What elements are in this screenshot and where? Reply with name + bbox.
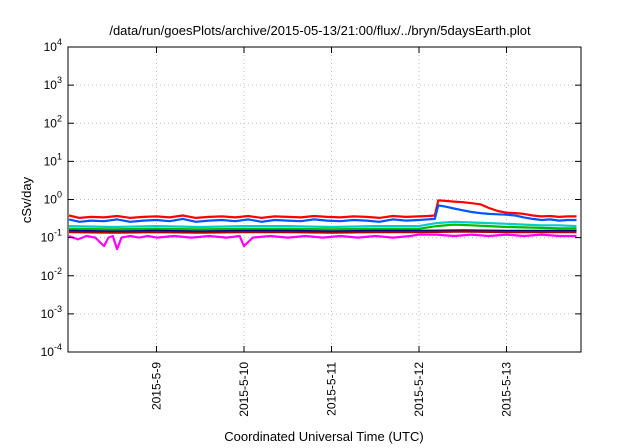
series-line <box>68 229 577 233</box>
y-tick-label: 10-3 <box>41 304 62 321</box>
y-axis: 10-4 10-3 10-2 10-1 100 101 102 103 104 <box>41 37 581 359</box>
series-line <box>68 223 577 231</box>
series-line <box>68 204 577 223</box>
y-tick-label: 10-1 <box>41 228 62 245</box>
y-tick-label: 101 <box>44 151 62 168</box>
grid <box>68 47 581 352</box>
x-tick-label: 2015-5-9 <box>150 362 164 410</box>
x-tick-label: 2015-5-10 <box>237 362 251 417</box>
series-line <box>68 220 577 229</box>
x-tick-label: 2015-5-13 <box>500 362 514 417</box>
x-axis-label: Coordinated Universal Time (UTC) <box>224 429 423 444</box>
y-axis-label: cSv/day <box>19 176 34 223</box>
chart-title: /data/run/goesPlots/archive/2015-05-13/2… <box>109 23 531 38</box>
y-tick-label: 10-4 <box>41 342 62 359</box>
x-tick-label: 2015-5-12 <box>412 362 426 417</box>
series-line <box>68 230 577 234</box>
series-line <box>68 199 577 219</box>
series-layer <box>68 199 577 251</box>
y-tick-label: 10-2 <box>41 266 62 283</box>
y-tick-label: 103 <box>44 75 62 92</box>
y-tick-label: 102 <box>44 113 62 130</box>
y-tick-label: 104 <box>44 37 62 54</box>
x-axis: 2015-5-9 2015-5-10 2015-5-11 2015-5-12 2015-… <box>150 47 514 417</box>
series-line <box>68 233 577 251</box>
x-tick-label: 2015-5-11 <box>325 362 339 416</box>
y-tick-label: 100 <box>44 190 62 207</box>
